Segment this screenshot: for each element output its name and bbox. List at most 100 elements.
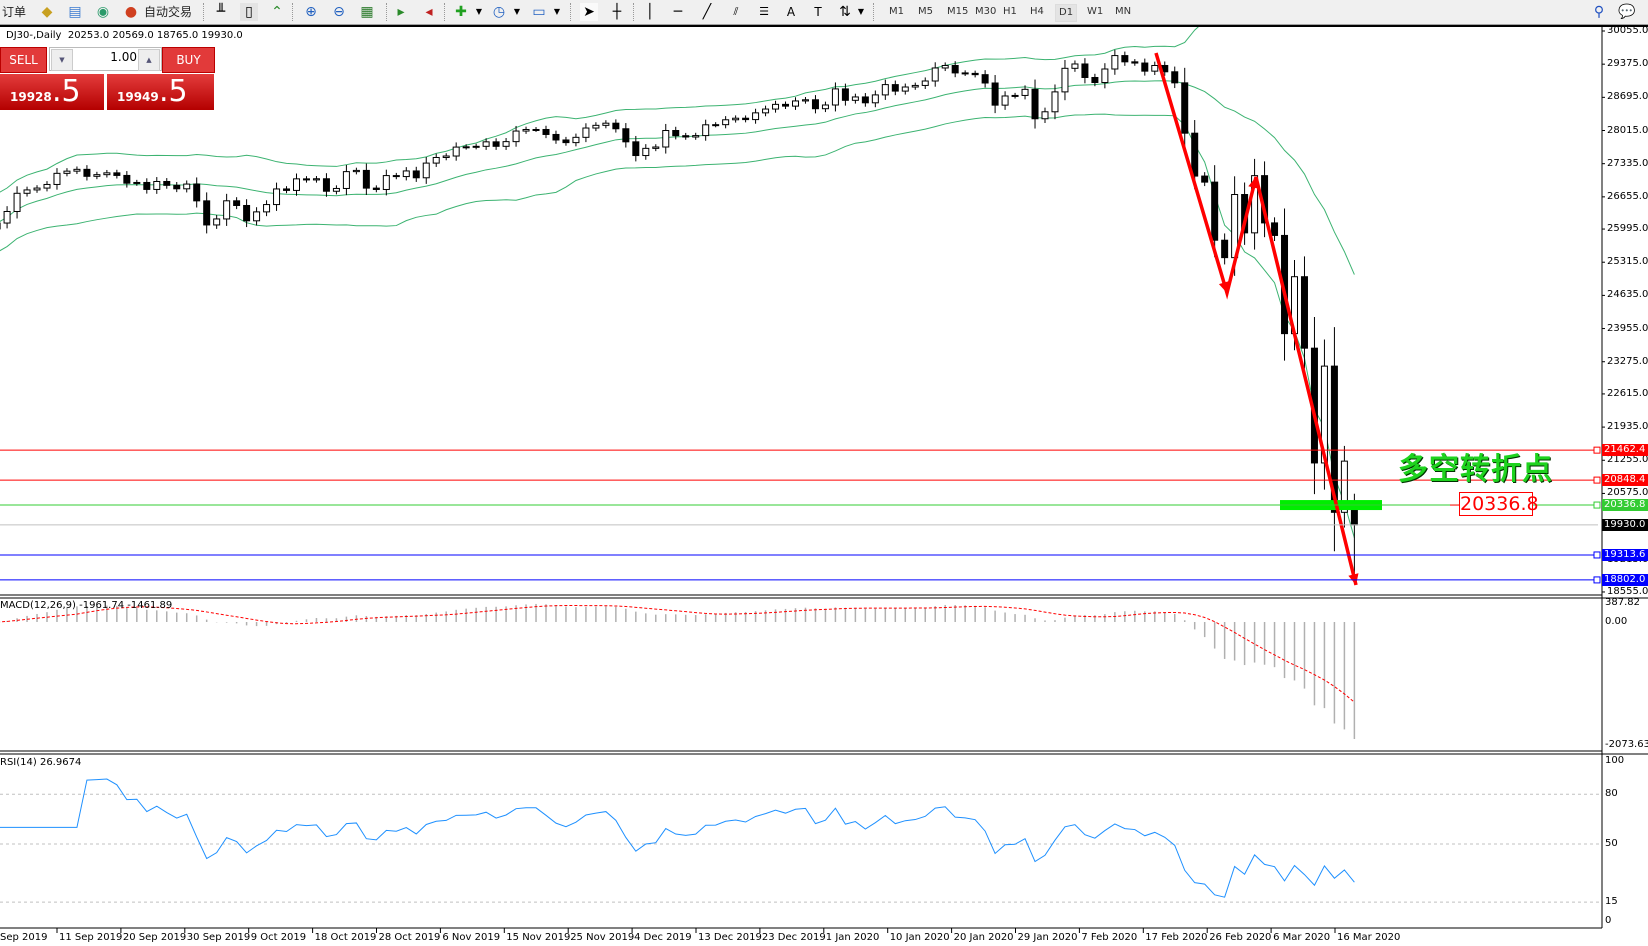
line-chart-icon[interactable]: ⌃: [271, 4, 283, 20]
bar-chart-icon[interactable]: ╨: [216, 4, 226, 20]
autoscroll-icon[interactable]: ◂: [425, 4, 433, 20]
candle-bull-body: [1251, 175, 1259, 234]
candle: [1171, 66, 1179, 89]
timeframe-h4[interactable]: H4: [1030, 6, 1044, 17]
candle: [472, 143, 480, 150]
text-label-icon[interactable]: T: [814, 5, 822, 19]
chart-shift-icon[interactable]: ▸: [397, 4, 405, 20]
price-tick: 30055.0: [1607, 25, 1648, 36]
price-tick: 29375.0: [1607, 58, 1648, 70]
candle-bull-body: [582, 127, 590, 138]
price-tick: 20575.0: [1607, 487, 1648, 499]
timeframe-m15[interactable]: M15: [947, 6, 969, 17]
candle-bear-body: [302, 178, 310, 181]
auto-trading-button[interactable]: 自动交易: [143, 5, 192, 19]
candle: [342, 164, 350, 196]
candle: [722, 116, 730, 129]
candle: [263, 200, 271, 217]
vertical-line-icon[interactable]: │: [645, 4, 655, 20]
chat-icon[interactable]: 💬: [1618, 4, 1636, 20]
candle-bull-body: [642, 147, 650, 157]
crosshair-icon[interactable]: ┼: [612, 4, 622, 20]
sell-price-box[interactable]: 19928 .5: [0, 74, 104, 110]
candle-bear-body: [672, 130, 680, 137]
candle: [911, 82, 919, 90]
candle-bear-body: [372, 187, 380, 190]
arrowhead-down-icon: [1348, 573, 1359, 585]
chevron-down-icon[interactable]: ▼: [553, 7, 561, 16]
candle-bull-body: [871, 94, 879, 104]
chevron-down-icon[interactable]: ▼: [475, 7, 483, 16]
date-tick: 7 Feb 2020: [1081, 932, 1138, 943]
lot-increase-button[interactable]: ▲: [138, 49, 160, 71]
candle: [1021, 85, 1029, 100]
candle-bull-body: [1101, 68, 1109, 84]
candle: [173, 182, 181, 193]
candle: [672, 126, 680, 140]
chevron-down-icon[interactable]: ▼: [513, 7, 521, 16]
candle: [1061, 59, 1069, 101]
buy-button[interactable]: BUY: [162, 47, 215, 73]
candle: [792, 97, 799, 110]
market-watch-icon[interactable]: ▤: [68, 4, 82, 20]
equidistant-channel-icon[interactable]: ⫽: [733, 5, 739, 18]
rsi-tick: 15: [1605, 896, 1618, 908]
timeframe-m5[interactable]: M5: [918, 6, 933, 17]
trendline-icon[interactable]: ╱: [702, 4, 712, 20]
candle: [652, 144, 660, 152]
candle-bull-body: [133, 181, 141, 184]
lot-input[interactable]: 1.00: [110, 50, 137, 64]
candlestick-chart-icon[interactable]: ▯: [240, 3, 258, 21]
candle: [1300, 256, 1308, 369]
timeframe-mn[interactable]: MN: [1115, 6, 1132, 17]
arrows-icon[interactable]: ⇅: [839, 4, 851, 20]
candle: [492, 138, 500, 150]
cursor-arrow-icon[interactable]: ➤: [580, 3, 598, 21]
candle: [881, 79, 889, 100]
zoom-in-icon[interactable]: ⊕: [305, 4, 317, 20]
candle-bull-body: [213, 218, 221, 226]
candle: [412, 166, 420, 182]
horizontal-line-icon[interactable]: ─: [673, 4, 683, 20]
candle: [632, 135, 640, 162]
candle: [123, 171, 131, 188]
buy-price-box[interactable]: 19949 .5: [107, 74, 214, 110]
candle-bear-body: [682, 135, 690, 138]
timeframe-w1[interactable]: W1: [1087, 6, 1104, 17]
timeframe-h1[interactable]: H1: [1003, 6, 1017, 17]
toolbar: 订单 ◆ ▤ ◉ ● 自动交易 ╨ ▯ ⌃ ⊕ ⊖ ▦ ▸ ◂ ✚ ▼ ◷ ▼ …: [0, 0, 1648, 25]
history-center-icon[interactable]: ◆: [41, 4, 53, 20]
timeframe-d1[interactable]: D1: [1055, 4, 1078, 22]
candle: [1091, 73, 1099, 87]
candle: [432, 153, 440, 167]
search-icon[interactable]: ⚲: [1593, 4, 1605, 20]
candle: [302, 176, 310, 183]
indicators-icon[interactable]: ✚: [455, 4, 467, 20]
fibonacci-icon[interactable]: ☰: [759, 5, 769, 18]
text-icon[interactable]: A: [786, 5, 796, 19]
lot-decrease-button[interactable]: ▼: [51, 49, 73, 71]
candle: [372, 185, 380, 193]
periods-clock-icon[interactable]: ◷: [492, 4, 506, 20]
candle: [442, 153, 450, 161]
signals-icon[interactable]: ◉: [96, 4, 110, 20]
candle: [801, 97, 809, 104]
candle: [1131, 59, 1139, 66]
templates-icon[interactable]: ▭: [532, 4, 546, 20]
lot-stepper[interactable]: ▼ 1.00 ▲: [49, 47, 162, 71]
candle-bull-body: [73, 168, 81, 172]
candle: [1340, 445, 1348, 528]
price-tick: 26655.0: [1607, 190, 1648, 202]
timeframe-m30[interactable]: M30: [975, 6, 997, 17]
chevron-down-icon[interactable]: ▼: [857, 7, 865, 16]
tile-windows-icon[interactable]: ▦: [360, 4, 374, 20]
candle: [742, 115, 750, 123]
sell-button[interactable]: SELL: [0, 47, 47, 73]
new-order-button[interactable]: 订单: [1, 5, 26, 19]
candle-bear-body: [1300, 276, 1308, 349]
zoom-out-icon[interactable]: ⊖: [333, 4, 345, 20]
candle-bull-body: [1151, 64, 1159, 72]
timeframe-m1[interactable]: M1: [889, 6, 904, 17]
auto-trading-icon[interactable]: ●: [124, 4, 138, 20]
candle-bull-body: [23, 189, 31, 194]
